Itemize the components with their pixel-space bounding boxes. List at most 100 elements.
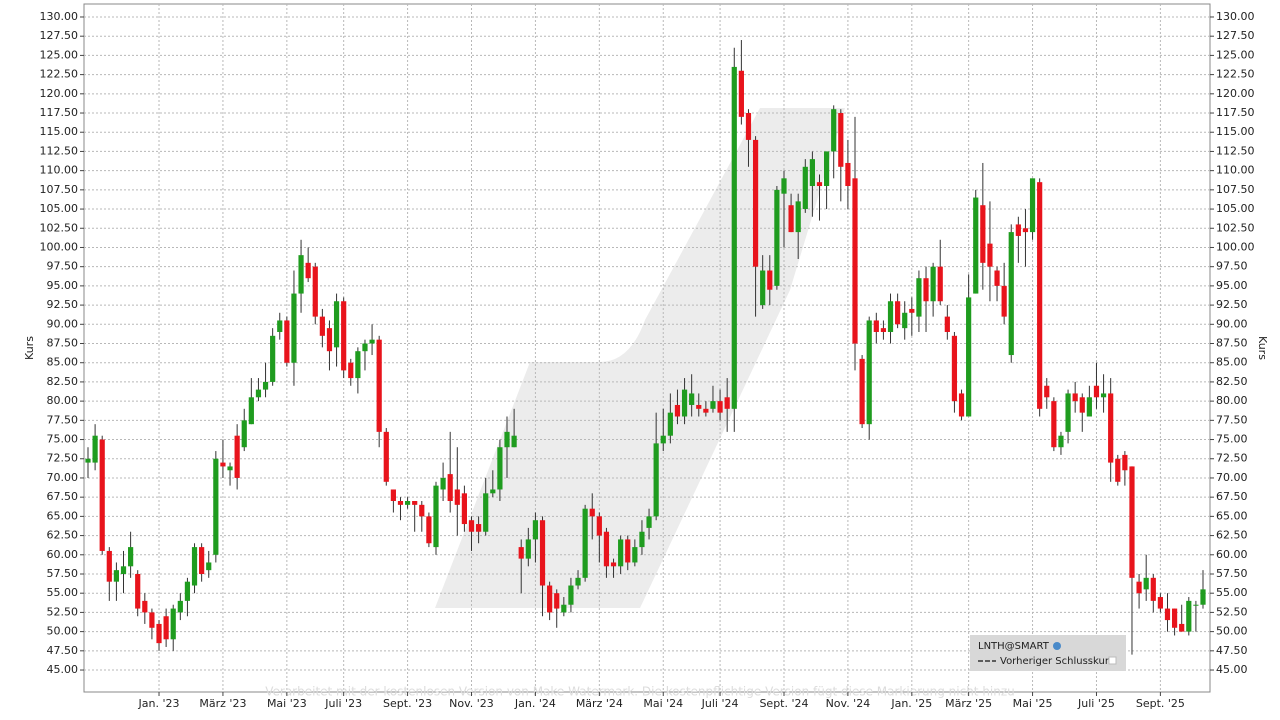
candle-body [951,335,958,402]
candle-body [397,501,404,505]
candle-body [774,189,780,286]
candle-body [128,547,134,567]
legend-swatch [1108,656,1117,665]
candle-body [277,320,283,332]
candle-body [362,343,368,352]
candle-body [1200,589,1206,605]
x-tick-label: Mai '24 [643,697,683,710]
candle-body [930,266,936,302]
candle-body [390,489,396,502]
candle-body [270,335,276,382]
candle-body [618,539,624,567]
candle-body [383,431,389,482]
candle-body [341,301,347,371]
legend: LNTH@SMART Vorheriger Schlusskurs [970,635,1126,671]
candle-body [106,550,112,582]
y2-tick-label: 120.00 [1216,87,1255,100]
candle-body [376,339,382,432]
candle-body [866,320,872,425]
y-tick-label: 60.00 [47,548,79,561]
candle-body [369,339,375,344]
candle-body [632,547,638,563]
candle-body [1015,224,1021,236]
candle-body [958,393,965,417]
y-tick-label: 92.50 [47,298,79,311]
candle-body [241,420,247,448]
candle-body [220,462,226,467]
candle-body [85,458,91,463]
candle-body [113,570,120,582]
y-tick-label: 122.50 [40,68,79,81]
candle-body [667,412,673,436]
y2-tick-label: 97.50 [1216,260,1248,273]
y2-tick-label: 87.50 [1216,337,1248,350]
candle-body [291,293,297,363]
candle-body [468,520,475,532]
candle-body [426,516,432,544]
y-tick-label: 77.50 [47,413,79,426]
candle-body [497,447,503,490]
y2-tick-label: 77.50 [1216,413,1248,426]
legend-label: LNTH@SMART [978,641,1050,652]
candle-body [859,358,865,425]
candle-body [1079,397,1085,413]
candle-body [717,401,723,413]
candle-body [149,612,155,628]
candle-body [880,328,887,332]
y-tick-label: 127.50 [40,29,79,42]
candle-body [795,201,801,233]
candle-body [610,562,617,567]
candle-body [213,458,219,555]
x-tick-label: Nov. '24 [826,697,871,710]
candle-body [92,435,98,463]
y-tick-label: 112.50 [40,144,79,157]
x-tick-label: Sept. '23 [383,697,432,710]
candle-body [987,243,993,267]
y2-tick-label: 100.00 [1216,240,1255,253]
candle-body [831,109,837,152]
y-tick-label: 100.00 [40,240,79,253]
x-tick-label: Juli '23 [324,697,362,710]
candle-body [752,139,759,267]
candle-body [483,493,489,532]
candle-body [589,508,595,517]
candle-body [234,435,240,478]
candle-body [199,547,205,574]
y-tick-label: 70.00 [47,471,79,484]
candle-body [902,312,908,329]
x-tick-label: März '25 [945,697,992,710]
candle-body [1093,385,1100,398]
candle-body [703,408,709,413]
y-tick-label: 67.50 [47,490,79,503]
y2-tick-label: 45.00 [1216,663,1248,676]
y2-tick-label: 50.00 [1216,625,1248,638]
candle-body [476,524,482,532]
candle-body [1051,401,1057,448]
y2-tick-label: 75.00 [1216,433,1248,446]
x-tick-label: Jan. '23 [138,697,180,710]
candle-body [1129,466,1135,578]
candle-body [255,389,262,398]
candle-body [326,328,333,352]
y-tick-label: 47.50 [47,644,79,657]
candle-body [1193,604,1199,606]
y2-tick-label: 80.00 [1216,394,1248,407]
candle-body [1044,385,1050,398]
candle-body [412,501,418,505]
y-tick-label: 85.00 [47,356,79,369]
x-tick-label: Sept. '25 [1136,697,1185,710]
y-tick-label: 50.00 [47,625,79,638]
y2-tick-label: 60.00 [1216,548,1248,561]
legend-label: Vorheriger Schlusskurs [1000,656,1114,667]
y2-axis-label: Kurs [1256,336,1269,360]
y2-tick-label: 82.50 [1216,375,1248,388]
candle-body [603,531,610,567]
y-tick-label: 62.50 [47,529,79,542]
candle-body [319,316,325,336]
candle-body [852,178,858,344]
candle-body [816,182,823,187]
y-tick-label: 117.50 [40,106,79,119]
y-tick-label: 125.00 [40,48,79,61]
y2-tick-label: 102.50 [1216,221,1255,234]
